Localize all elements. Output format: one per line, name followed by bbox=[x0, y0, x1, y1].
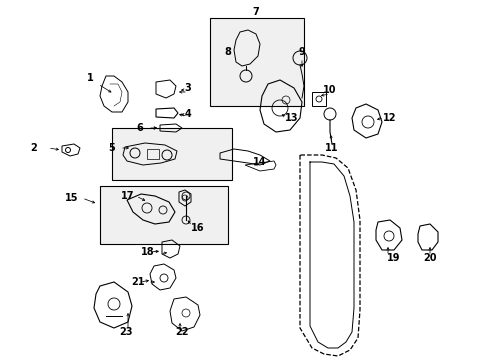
Text: 19: 19 bbox=[386, 253, 400, 263]
Text: 18: 18 bbox=[141, 247, 155, 257]
Text: 11: 11 bbox=[325, 143, 338, 153]
Text: 16: 16 bbox=[191, 223, 204, 233]
Bar bbox=[311, 92, 325, 106]
Text: 2: 2 bbox=[31, 143, 37, 153]
Bar bbox=[112, 128, 231, 180]
Text: 15: 15 bbox=[65, 193, 79, 203]
Text: 5: 5 bbox=[108, 143, 115, 153]
Text: 14: 14 bbox=[253, 157, 266, 167]
Text: 17: 17 bbox=[121, 191, 135, 201]
Text: 8: 8 bbox=[224, 47, 231, 57]
Text: 21: 21 bbox=[131, 277, 144, 287]
Text: 22: 22 bbox=[175, 327, 188, 337]
Text: 4: 4 bbox=[184, 109, 191, 119]
Text: 10: 10 bbox=[323, 85, 336, 95]
Text: 6: 6 bbox=[136, 123, 143, 133]
Text: 13: 13 bbox=[285, 113, 298, 123]
Text: 1: 1 bbox=[86, 73, 93, 83]
Text: 9: 9 bbox=[298, 47, 305, 57]
Bar bbox=[147, 149, 159, 159]
Text: 12: 12 bbox=[383, 113, 396, 123]
Text: 23: 23 bbox=[119, 327, 132, 337]
Text: 7: 7 bbox=[252, 7, 259, 17]
Text: 3: 3 bbox=[184, 83, 191, 93]
Bar bbox=[209, 18, 304, 106]
Text: 20: 20 bbox=[423, 253, 436, 263]
Bar bbox=[100, 186, 227, 244]
